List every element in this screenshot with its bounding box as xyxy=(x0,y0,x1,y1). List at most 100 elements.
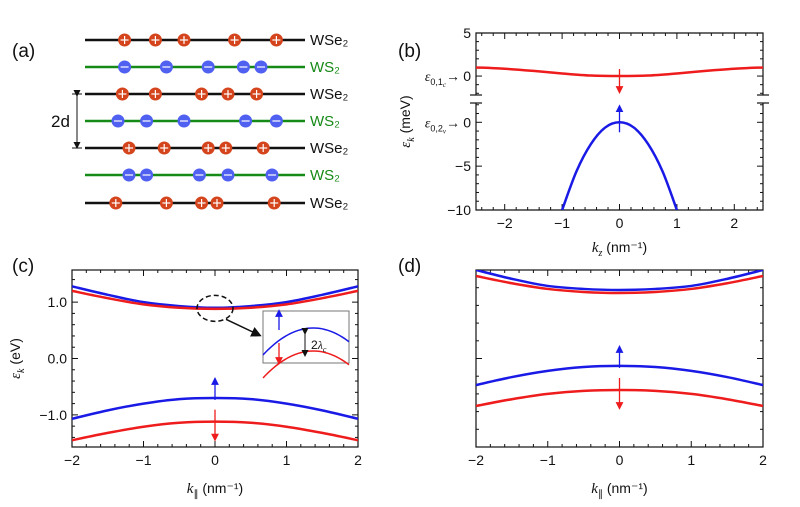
band-curve-red-spin-down xyxy=(72,289,358,311)
hole-particle xyxy=(250,87,264,101)
y-tick-label-upper: 5 xyxy=(463,25,471,41)
inset-frame xyxy=(262,310,350,364)
hole-particle xyxy=(118,33,132,47)
layer-wse2: WSe₂ xyxy=(85,140,349,157)
y-axis-label-symbol: ε xyxy=(8,373,24,379)
band-curve-red-spin-down xyxy=(476,274,763,295)
ref-subsubscript: c xyxy=(443,81,447,89)
layer-wse2: WSe₂ xyxy=(85,32,349,49)
hole-particle xyxy=(195,196,209,210)
x-tick-label: −1 xyxy=(540,452,556,468)
electron-particle xyxy=(201,60,215,74)
y-tick-label-lower: 0 xyxy=(463,114,471,130)
x-axis-label: kz (nm⁻¹) xyxy=(592,239,647,259)
layer-label: WSe₂ xyxy=(310,140,349,157)
electron-particle xyxy=(122,168,136,182)
x-tick-label: 1 xyxy=(687,452,695,468)
x-axis-label: k∥ (nm⁻¹) xyxy=(591,480,647,500)
zoom-region-ellipse xyxy=(196,294,234,323)
panel-label-a: (a) xyxy=(12,41,35,62)
layer-label: WS₂ xyxy=(310,59,340,76)
layer-ws2: WS₂ xyxy=(85,59,340,76)
panel-label-d: (d) xyxy=(398,256,421,277)
y-axis-label-unit: (eV) xyxy=(7,338,23,368)
x-tick-label: 0 xyxy=(616,215,624,231)
y-axis-label: εk (meV) xyxy=(397,95,417,147)
x-tick-label: 0 xyxy=(211,452,219,468)
y-axis-label: εk (eV) xyxy=(7,338,27,379)
electron-particle xyxy=(254,60,268,74)
hole-particle xyxy=(157,141,171,155)
electron-particle xyxy=(140,114,154,128)
y-tick-label: −1.0 xyxy=(39,407,67,423)
electron-particle xyxy=(239,114,253,128)
electron-particle xyxy=(177,114,191,128)
hole-particle xyxy=(177,33,191,47)
ref-arrow: → xyxy=(446,114,460,130)
hole-particle xyxy=(256,141,270,155)
electron-particle xyxy=(118,60,132,74)
x-tick-label: 0 xyxy=(616,452,624,468)
x-tick-label: 1 xyxy=(673,215,681,231)
y-tick-label-upper: 0 xyxy=(463,68,471,84)
hole-particle xyxy=(267,196,281,210)
reference-energy-label-conduction: ε0,1c→ xyxy=(425,68,460,89)
spacing-label: 2d xyxy=(51,112,70,131)
layer-label: WS₂ xyxy=(310,167,340,184)
splitting-label-subscript: c xyxy=(323,345,327,354)
x-tick-label: −2 xyxy=(468,452,484,468)
hole-particle xyxy=(269,33,283,47)
x-axis-label: k∥ (nm⁻¹) xyxy=(187,480,243,500)
hole-particle xyxy=(228,33,242,47)
hole-particle xyxy=(219,141,233,155)
layer-wse2: WSe₂ xyxy=(85,86,349,103)
x-axis-label-subscript: z xyxy=(598,248,603,259)
ref-symbol: ε xyxy=(425,116,431,131)
hole-particle xyxy=(159,196,173,210)
hole-particle xyxy=(115,87,129,101)
panel-a-heterostructure-diagram: 2d WSe₂ WS₂ WSe₂ WS₂ WSe₂ WS₂ WSe₂ xyxy=(51,32,349,212)
x-tick-label: 2 xyxy=(730,215,738,231)
panel-label-c: (c) xyxy=(12,256,34,277)
electron-particle xyxy=(111,114,125,128)
x-tick-label: −2 xyxy=(497,215,513,231)
layer-label: WSe₂ xyxy=(310,32,349,49)
x-axis-label-subscript: ∥ xyxy=(193,489,198,500)
splitting-label-symbol: λ xyxy=(317,338,323,352)
x-tick-label: 2 xyxy=(759,452,767,468)
zoom-pointer-arrow xyxy=(225,318,262,337)
layer-wse2: WSe₂ xyxy=(85,195,349,212)
inset-zoom: 2λc xyxy=(262,309,350,379)
hole-particle xyxy=(201,141,215,155)
layer-label: WSe₂ xyxy=(310,86,349,103)
y-tick-label-lower: −10 xyxy=(447,202,471,218)
x-tick-label: −2 xyxy=(64,452,80,468)
y-tick-label: 1.0 xyxy=(48,294,68,310)
panel-label-b: (b) xyxy=(398,41,421,62)
ref-subscript: 0,2 xyxy=(430,123,443,133)
x-axis-label-symbol: k xyxy=(187,481,194,497)
electron-particle xyxy=(140,168,154,182)
y-axis-label-subscript: k xyxy=(16,368,27,373)
electron-particle xyxy=(269,114,283,128)
splitting-label: 2λc xyxy=(311,338,327,354)
layer-ws2: WS₂ xyxy=(85,113,340,130)
band-curve-blue-spin-up xyxy=(72,285,358,310)
hole-particle xyxy=(148,33,162,47)
x-tick-label: −1 xyxy=(554,215,570,231)
electron-particle xyxy=(192,168,206,182)
band-curve-blue-spin-up xyxy=(476,270,763,292)
ref-subsubscript: v xyxy=(443,127,447,135)
layer-label: WS₂ xyxy=(310,113,340,130)
electron-particle xyxy=(221,168,235,182)
x-axis-label-unit: (nm⁻¹) xyxy=(603,480,648,496)
y-axis-label-symbol: ε xyxy=(398,142,414,148)
panel-c-kpar-dispersion: −2 −1 0 1 21.00.0−1.0εk (eV)k∥ (nm⁻¹)2λc xyxy=(7,269,362,500)
hole-particle xyxy=(109,196,123,210)
y-axis-label-unit: (meV) xyxy=(397,95,413,137)
panel-d-kpar-dispersion: −2 −1 0 1 2 k∥ (nm⁻¹) xyxy=(468,269,767,500)
hole-particle xyxy=(221,87,235,101)
x-axis-label-unit: (nm⁻¹) xyxy=(198,480,243,496)
